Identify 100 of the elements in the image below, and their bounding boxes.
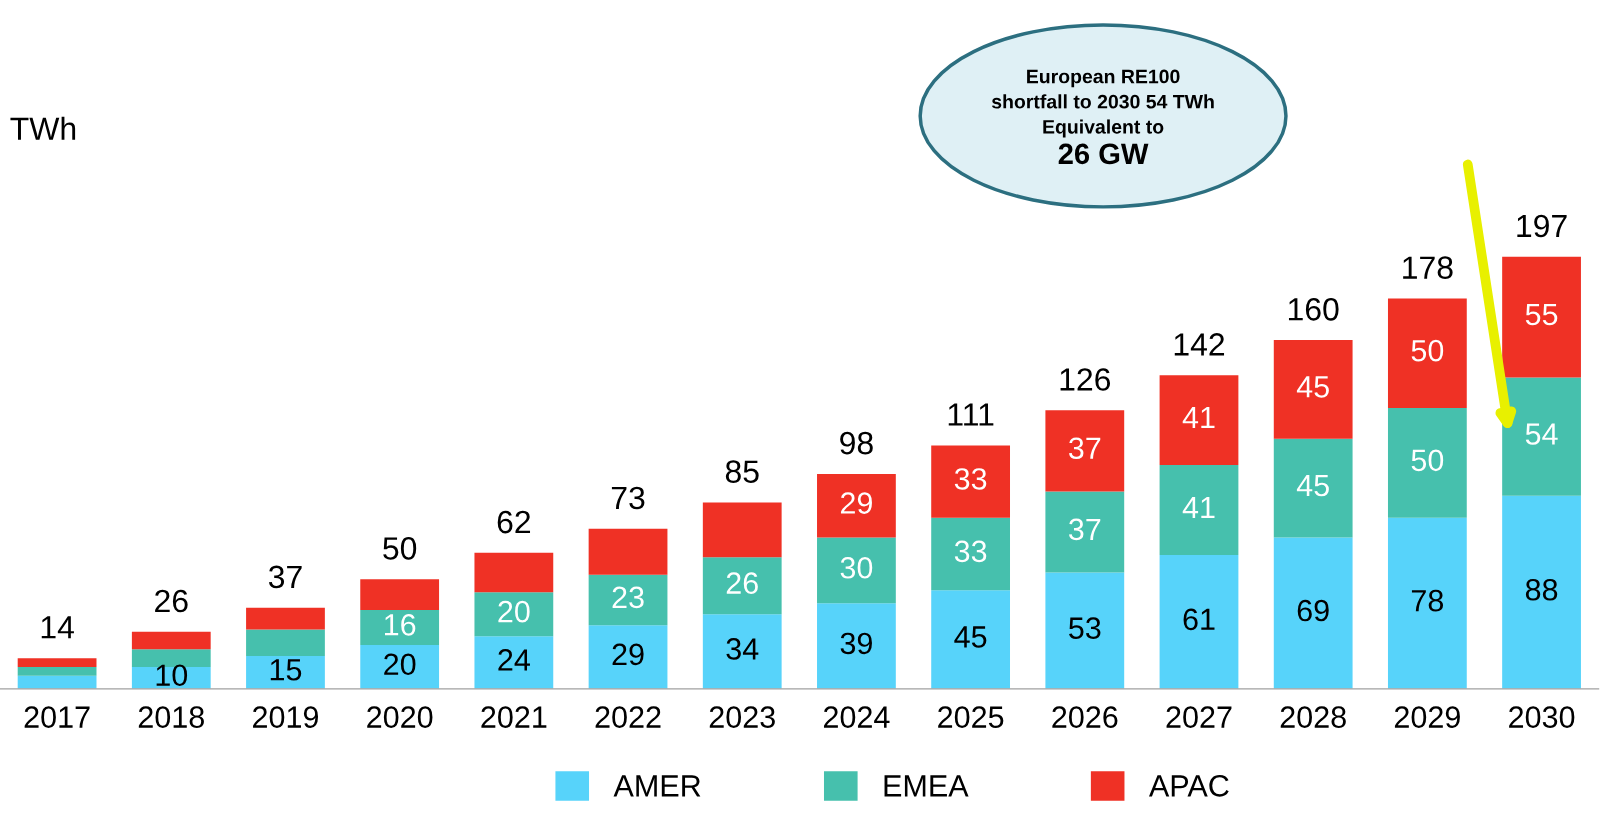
total-label: 98 [840, 431, 873, 455]
data-label: 23 [612, 586, 644, 609]
data-label: 45 [1296, 376, 1329, 398]
total-label: 197 [1517, 214, 1567, 238]
data-label: 69 [1297, 599, 1329, 622]
x-tick-label: 2020 [367, 706, 433, 728]
bar [1273, 438, 1353, 538]
data-label: 50 [1411, 449, 1444, 472]
bar [360, 579, 440, 610]
bar [702, 557, 782, 615]
data-label: 45 [954, 626, 987, 648]
total-label: 26 [155, 589, 188, 613]
bar [17, 675, 97, 689]
bar [931, 517, 1011, 591]
total-label: 62 [497, 510, 531, 534]
data-label: 15 [270, 659, 302, 681]
bar [1387, 517, 1467, 689]
bar [588, 528, 668, 575]
x-tick-label: 2018 [138, 706, 204, 728]
data-label: 50 [1411, 339, 1444, 362]
bar [817, 603, 896, 689]
x-tick-label: 2026 [1052, 706, 1118, 728]
bar [1502, 377, 1581, 496]
total-label: 126 [1060, 368, 1111, 391]
bar [474, 552, 554, 593]
bar [17, 658, 97, 667]
text: European RE100 shortfall to 2030 54 TWh Equivalent to 26 GW [991, 69, 1214, 165]
data-label: 33 [954, 540, 987, 563]
legend-label: EMEA [884, 775, 969, 797]
data-label: 41 [1182, 407, 1215, 429]
data-label: 37 [1068, 518, 1101, 541]
bar [131, 631, 211, 650]
bar [1045, 410, 1125, 492]
data-label: 54 [1525, 423, 1558, 445]
bar [1045, 491, 1125, 573]
bar [360, 644, 440, 689]
x-tick-label: 2024 [823, 706, 890, 728]
bar [474, 636, 554, 689]
bar [588, 625, 668, 689]
bar [17, 666, 97, 676]
x-tick-label: 2027 [1166, 706, 1232, 728]
bar [1387, 408, 1467, 518]
data-label: 33 [954, 468, 987, 490]
data-label: 41 [1182, 496, 1215, 518]
x-tick-label: 2023 [709, 706, 775, 728]
total-label: 14 [41, 616, 74, 639]
x-tick-label: 2021 [481, 706, 547, 728]
bar [588, 574, 668, 626]
data-label: 29 [840, 492, 872, 514]
total-label: 160 [1288, 298, 1339, 321]
bar [702, 502, 782, 558]
data-label: 53 [1069, 617, 1101, 639]
data-label: 55 [1525, 303, 1558, 326]
bar [1045, 572, 1125, 689]
bar [931, 445, 1011, 518]
data-label: 45 [1296, 475, 1329, 497]
y-axis-title: TWh [10, 116, 76, 140]
bar [817, 473, 896, 538]
bar [1273, 537, 1353, 689]
total-label: 50 [383, 537, 417, 560]
data-label: 16 [385, 613, 416, 636]
data-label: 24 [498, 649, 530, 671]
legend-label: AMER [613, 775, 701, 797]
data-label: 26 [726, 572, 758, 594]
data-label: 61 [1183, 608, 1215, 631]
data-label: 30 [840, 556, 873, 579]
bar [474, 592, 554, 637]
data-label: 78 [1411, 589, 1444, 612]
data-label: 88 [1525, 578, 1558, 601]
total-label: 37 [268, 565, 302, 589]
bar [1159, 555, 1239, 689]
total-label: 73 [611, 486, 645, 510]
data-label: 37 [1068, 437, 1101, 460]
bar [1159, 465, 1239, 556]
bar [817, 537, 896, 604]
bar [246, 607, 325, 630]
bar [246, 629, 325, 656]
x-tick-label: 2025 [938, 706, 1004, 728]
x-tick-label: 2030 [1509, 706, 1575, 728]
data-label: 20 [498, 600, 530, 623]
total-label: 85 [725, 460, 759, 483]
bar [702, 614, 782, 689]
bar [1159, 375, 1239, 466]
bar [931, 590, 1011, 689]
x-tick-label: 2029 [1394, 706, 1460, 728]
x-tick-label: 2028 [1280, 706, 1346, 728]
data-label: 10 [156, 664, 188, 687]
total-label: 178 [1403, 256, 1453, 279]
data-label: 29 [612, 643, 644, 666]
total-label: 111 [948, 403, 994, 426]
x-tick-label: 2022 [595, 706, 661, 728]
bar [1273, 340, 1353, 439]
legend-label: APAC [1148, 775, 1229, 797]
data-label: 34 [726, 638, 759, 660]
x-tick-label: 2019 [253, 706, 319, 728]
data-label: 39 [840, 632, 872, 655]
bar [360, 609, 440, 645]
bar [1502, 495, 1581, 689]
x-tick-label: 2017 [24, 706, 90, 728]
data-label: 20 [384, 653, 416, 676]
